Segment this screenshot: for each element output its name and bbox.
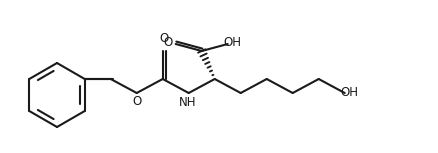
Text: OH: OH — [341, 86, 359, 99]
Text: O: O — [159, 32, 168, 45]
Text: NH: NH — [179, 96, 197, 109]
Text: OH: OH — [224, 35, 242, 49]
Text: O: O — [132, 95, 141, 108]
Text: O: O — [163, 35, 173, 49]
